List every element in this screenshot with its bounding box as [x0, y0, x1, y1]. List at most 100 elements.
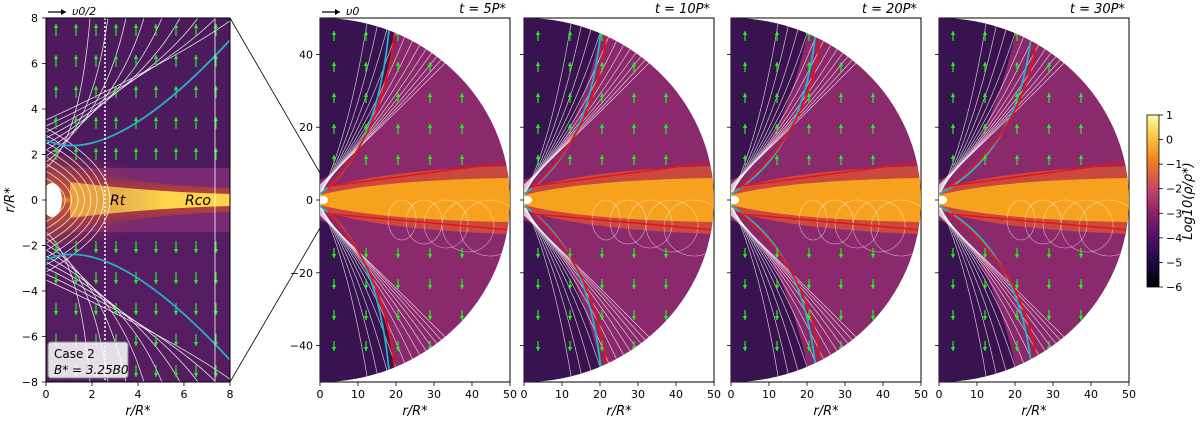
zoom-ytick-label: 2 — [31, 149, 38, 162]
velocity-arrowhead — [193, 117, 199, 121]
velocity-arrowhead — [950, 285, 956, 289]
velocity-arrowhead — [427, 155, 433, 159]
velocity-arrowhead — [742, 62, 748, 66]
velocity-arrowhead — [982, 31, 988, 35]
velocity-arrowhead — [173, 311, 179, 315]
velocity-arrowhead — [331, 93, 337, 97]
velocity-arrowhead — [1046, 285, 1052, 289]
velocity-arrowhead — [599, 62, 605, 66]
velocity-arrowhead — [774, 124, 780, 128]
velocity-arrowhead — [53, 148, 59, 152]
panel-xlabel: r/R* — [402, 404, 428, 419]
colorbar-gradient — [1146, 114, 1160, 288]
velocity-arrowhead — [631, 316, 637, 320]
velocity-arrowhead — [1014, 62, 1020, 66]
velocity-arrowhead — [113, 117, 119, 121]
velocity-arrowhead — [870, 254, 876, 258]
velocity-arrowhead — [982, 347, 988, 351]
zoom-velocity-arrows — [53, 24, 219, 377]
velocity-arrowhead — [113, 24, 119, 28]
velocity-arrowhead — [1046, 155, 1052, 159]
velocity-arrowhead — [838, 254, 844, 258]
velocity-arrowhead — [427, 93, 433, 97]
xtick-label: 10 — [970, 388, 984, 401]
velocity-arrowhead — [459, 254, 465, 258]
velocity-arrowhead — [331, 285, 337, 289]
zoom-xtick-label: 4 — [135, 388, 142, 401]
velocity-arrowhead — [93, 55, 99, 59]
velocity-arrowhead — [742, 124, 748, 128]
velocity-arrowhead — [153, 280, 159, 284]
velocity-arrowhead — [663, 155, 669, 159]
velocity-arrowhead — [950, 254, 956, 258]
velocity-arrowhead — [631, 93, 637, 97]
velocity-arrowhead — [982, 316, 988, 320]
velocity-arrowhead — [113, 86, 119, 90]
xtick-label: 0 — [728, 388, 735, 401]
velocity-arrowhead — [133, 249, 139, 253]
velocity-arrowhead — [427, 62, 433, 66]
zoom-xtick-label: 0 — [43, 388, 50, 401]
velocity-arrowhead — [113, 311, 119, 315]
zoom-xtick-label: 8 — [227, 388, 234, 401]
velocity-arrowhead — [742, 316, 748, 320]
velocity-arrowhead — [73, 86, 79, 90]
velocity-arrowhead — [133, 55, 139, 59]
zoom-vector-label: υ0/2 — [72, 5, 96, 18]
annotation-rco: Rco — [185, 193, 211, 209]
velocity-arrowhead — [774, 31, 780, 35]
velocity-arrowhead — [73, 280, 79, 284]
zoom-ytick-label: 4 — [31, 103, 38, 116]
velocity-arrowhead — [567, 155, 573, 159]
velocity-arrowhead — [599, 93, 605, 97]
velocity-arrowhead — [599, 155, 605, 159]
velocity-arrowhead — [173, 86, 179, 90]
velocity-arrowhead — [153, 24, 159, 28]
velocity-arrowhead — [363, 347, 369, 351]
velocity-arrowhead — [363, 62, 369, 66]
velocity-arrowhead — [742, 254, 748, 258]
xtick-label: 0 — [521, 388, 528, 401]
colorbar: 1 0 −1 −2 −3 −4 −5 −6 Log10(ρ/ρ*) — [1146, 109, 1196, 294]
velocity-arrowhead — [1014, 155, 1020, 159]
xtick-label: 40 — [1084, 388, 1098, 401]
velocity-arrowhead — [331, 31, 337, 35]
zoom-xtick-label: 2 — [89, 388, 96, 401]
velocity-arrowhead — [193, 311, 199, 315]
velocity-arrowhead — [395, 124, 401, 128]
velocity-arrowhead — [459, 155, 465, 159]
xtick-label: 40 — [465, 388, 479, 401]
velocity-arrowhead — [427, 285, 433, 289]
velocity-arrowhead — [331, 155, 337, 159]
ytick-label: −40 — [290, 340, 313, 353]
xtick-label: 30 — [838, 388, 852, 401]
xtick-label: 50 — [914, 388, 928, 401]
velocity-arrowhead — [53, 117, 59, 121]
velocity-arrowhead — [567, 124, 573, 128]
zoom-ytick-label: −2 — [22, 240, 38, 253]
velocity-arrowhead — [870, 285, 876, 289]
velocity-arrowhead — [774, 254, 780, 258]
ytick-label: −20 — [290, 267, 313, 280]
velocity-arrowhead — [173, 24, 179, 28]
velocity-arrowhead — [459, 316, 465, 320]
velocity-arrowhead — [73, 311, 79, 315]
velocity-arrowhead — [1014, 254, 1020, 258]
velocity-arrowhead — [73, 249, 79, 253]
velocity-arrowhead — [806, 254, 812, 258]
velocity-arrowhead — [113, 55, 119, 59]
panel-title: t = 30P* — [1070, 2, 1126, 17]
panel-title: t = 5P* — [459, 2, 506, 17]
panel-xlabel: r/R* — [813, 404, 839, 419]
velocity-arrowhead — [193, 24, 199, 28]
velocity-arrowhead — [774, 155, 780, 159]
velocity-arrowhead — [535, 124, 541, 128]
velocity-arrowhead — [363, 31, 369, 35]
velocity-arrowhead — [331, 62, 337, 66]
velocity-arrowhead — [982, 254, 988, 258]
velocity-arrowhead — [173, 148, 179, 152]
velocity-arrowhead — [1046, 62, 1052, 66]
panel-t10: t = 10P* 0 10 20 30 40 50 r/R* — [520, 2, 721, 419]
velocity-arrowhead — [774, 316, 780, 320]
